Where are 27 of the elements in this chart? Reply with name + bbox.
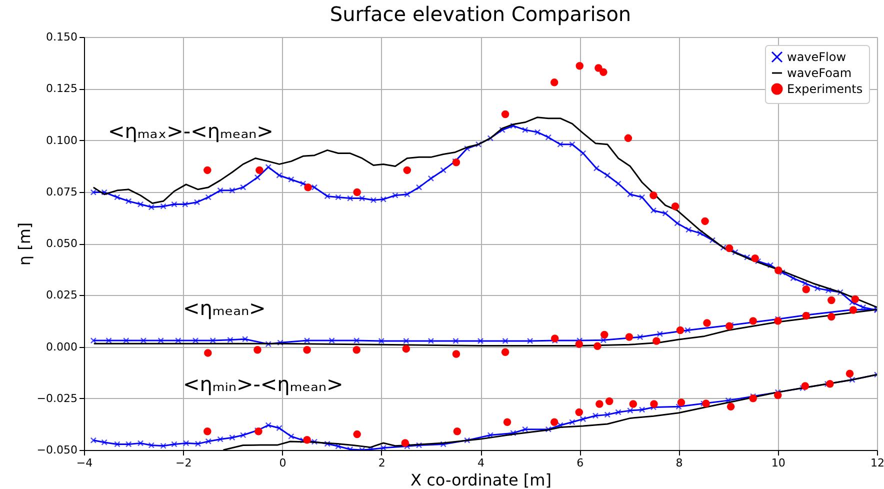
y-tick-label: 0.000 xyxy=(46,340,78,354)
y-tick-label: −0.050 xyxy=(36,444,78,456)
annotation: <ηₘₐₓ>-<ηₘₑₐₙ> xyxy=(108,119,274,143)
legend-label: waveFoam xyxy=(787,66,852,80)
x-tick-label: −2 xyxy=(176,456,192,470)
legend-label: waveFlow xyxy=(787,50,846,64)
y-tick-label: −0.025 xyxy=(36,392,78,405)
y-tick-label: 0.075 xyxy=(46,185,78,198)
x-tick-label: 4 xyxy=(478,456,484,470)
y-tick-label: 0.050 xyxy=(46,237,78,250)
legend-label: Experiments xyxy=(787,82,863,96)
x-tick-label: 0 xyxy=(279,456,286,470)
x-tick-label: 10 xyxy=(771,456,786,470)
x-axis-title: X co-ordinate [m] xyxy=(410,470,552,489)
y-tick-label: 0.100 xyxy=(46,134,78,147)
x-tick-label: 6 xyxy=(576,456,584,470)
annotation: <ηₘₑₐₙ> xyxy=(183,296,266,320)
y-tick-label: 0.025 xyxy=(46,288,78,302)
y-tick-label: 0.125 xyxy=(46,82,78,96)
annotation: <ηₘᵢₙ>-<ηₘₑₐₙ> xyxy=(183,372,344,396)
x-tick-label: 2 xyxy=(378,456,386,470)
x-tick-label: −4 xyxy=(76,456,93,470)
y-axis-title: η [m] xyxy=(14,222,34,266)
y-tick-label: 0.150 xyxy=(46,30,78,44)
x-tick-label: 8 xyxy=(676,456,683,470)
chart-title: Surface elevation Comparison xyxy=(330,2,632,26)
x-tick-label: 12 xyxy=(870,456,884,470)
